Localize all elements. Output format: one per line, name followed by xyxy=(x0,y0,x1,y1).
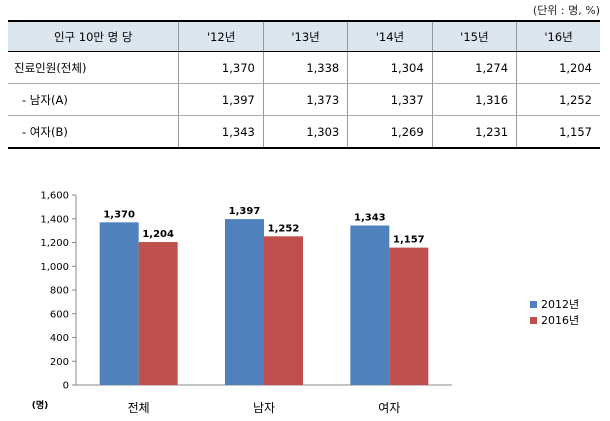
y-tick-label: 1,000 xyxy=(40,262,69,273)
y-unit-label: (명) xyxy=(32,399,49,411)
header-2016: '16년 xyxy=(516,20,600,52)
bar-2016 xyxy=(138,242,178,385)
bar-2016 xyxy=(264,236,303,385)
y-tick-label: 800 xyxy=(50,286,69,297)
y-tick-label: 200 xyxy=(50,357,69,368)
chart-legend: 2012년 2016년 xyxy=(530,296,579,328)
row-label: - 남자(A) xyxy=(8,83,179,116)
legend-label-2012: 2012년 xyxy=(541,298,580,311)
header-2014: '14년 xyxy=(347,20,433,52)
x-category-label: 남자 xyxy=(253,401,275,415)
table-header-row: 인구 10만 명 당 '12년 '13년 '14년 '15년 '16년 xyxy=(8,20,600,52)
table-row-total: 진료인원(전체) 1,370 1,338 1,304 1,274 1,204 xyxy=(8,51,600,84)
table-cell: 1,397 xyxy=(178,83,264,116)
y-tick-label: 400 xyxy=(50,333,69,344)
table-cell: 1,316 xyxy=(431,83,517,116)
x-category-label: 전체 xyxy=(128,401,150,415)
table-cell: 1,204 xyxy=(516,51,600,84)
table-cell: 1,343 xyxy=(178,115,264,149)
bar-2012 xyxy=(99,222,139,385)
table-row-female: - 여자(B) 1,343 1,303 1,269 1,231 1,157 xyxy=(8,115,600,149)
y-tick-label: 1,400 xyxy=(40,214,69,225)
y-tick-label: 600 xyxy=(50,309,69,320)
y-tick-label: 1,600 xyxy=(40,191,69,202)
data-label: 1,157 xyxy=(393,235,425,246)
row-label: - 여자(B) xyxy=(8,115,179,149)
bar-2012 xyxy=(225,219,264,385)
table-cell: 1,338 xyxy=(262,51,348,84)
header-category: 인구 10만 명 당 xyxy=(8,20,179,52)
row-label: 진료인원(전체) xyxy=(8,51,179,84)
table-row-male: - 남자(A) 1,397 1,373 1,337 1,316 1,252 xyxy=(8,83,600,116)
header-2012: '12년 xyxy=(178,20,264,52)
data-label: 1,204 xyxy=(142,229,174,240)
table-cell: 1,252 xyxy=(516,83,600,116)
statistics-table: 인구 10만 명 당 '12년 '13년 '14년 '15년 '16년 진료인원… xyxy=(8,20,600,149)
table-cell: 1,157 xyxy=(516,115,600,149)
header-2015: '15년 xyxy=(431,20,517,52)
data-label: 1,343 xyxy=(354,213,386,224)
legend-swatch-2016 xyxy=(530,316,537,324)
data-label: 1,397 xyxy=(229,206,261,217)
legend-item-2012: 2012년 xyxy=(530,296,579,312)
table-cell: 1,303 xyxy=(262,115,348,149)
bar-2012 xyxy=(350,225,390,385)
table-cell: 1,274 xyxy=(431,51,517,84)
bar-chart: 0 200 400 600 800 1,000 1,200 1,400 1,600 (명) 1,37… xyxy=(32,191,452,415)
x-category-label: 여자 xyxy=(378,401,400,415)
table-cell: 1,304 xyxy=(347,51,433,84)
data-label: 1,252 xyxy=(268,223,300,234)
table-cell: 1,373 xyxy=(262,83,348,116)
y-tick-label: 0 xyxy=(63,381,69,392)
table-cell: 1,269 xyxy=(347,115,433,149)
table-cell: 1,231 xyxy=(431,115,517,149)
unit-note: (단위 : 명, %) xyxy=(532,4,600,17)
bar-2016 xyxy=(389,247,429,385)
y-tick-label: 1,200 xyxy=(40,238,69,249)
header-2013: '13년 xyxy=(262,20,348,52)
data-label: 1,370 xyxy=(103,209,135,220)
table-cell: 1,370 xyxy=(178,51,264,84)
legend-item-2016: 2016년 xyxy=(530,312,579,328)
legend-label-2016: 2016년 xyxy=(541,314,580,327)
table-cell: 1,337 xyxy=(347,83,433,116)
legend-swatch-2012 xyxy=(530,300,537,308)
